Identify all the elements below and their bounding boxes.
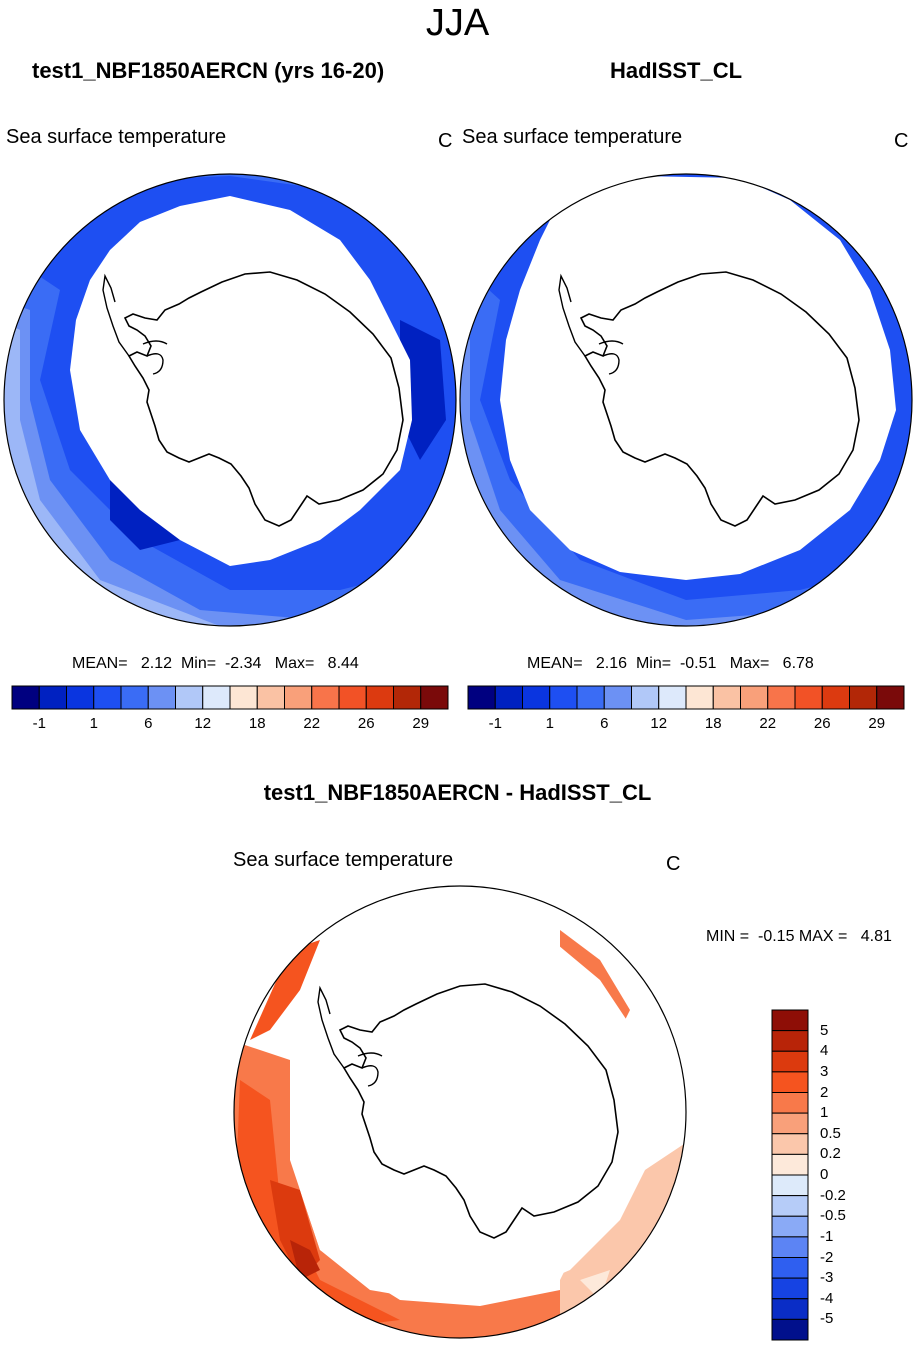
left-colorbar-swatch [365,685,394,710]
left-colorbar-tick-label: 29 [412,715,430,732]
difference-colorbar-tick-label: 5 [820,1021,829,1039]
right-colorbar-swatch [876,685,905,710]
difference-panel-title: test1_NBF1850AERCN - HadISST_CL [263,780,652,805]
left-colorbar-tick-label: 6 [144,715,153,732]
left-colorbar-swatch [256,685,285,710]
left-colorbar-swatch [420,685,449,710]
difference-colorbar-tick-label: -4 [820,1289,834,1307]
left-colorbar-swatch [393,685,422,710]
right-colorbar-tick-label: 22 [759,715,777,732]
difference-colorbar-tick-label: 0 [820,1166,829,1183]
left-colorbar-swatch [38,685,67,710]
right-variable-label: Sea surface temperature [462,126,683,148]
right-colorbar-swatch [767,685,796,710]
right-colorbar-swatch [522,685,551,710]
right-colorbar-tick-label: 26 [813,715,831,732]
difference-colorbar-tick-label: -3 [820,1269,834,1287]
difference-colorbar-tick-label: 4 [820,1042,829,1060]
left-colorbar-swatch [175,685,204,710]
right-colorbar-tick-label: 1 [545,715,554,732]
left-map [3,173,457,627]
difference-colorbar-swatch [771,1153,809,1176]
right-colorbar-swatch [467,685,496,710]
left-colorbar-swatch [229,685,258,710]
difference-colorbar-swatch [771,1277,809,1300]
right-colorbar-swatch [494,685,523,710]
left-colorbar-swatch [311,685,340,710]
right-colorbar-swatch [821,685,850,710]
left-colorbar-swatch [93,685,122,710]
right-colorbar-swatch [849,685,878,710]
left-colorbar-tick-label: -1 [32,715,46,732]
left-colorbar-swatch [147,685,176,710]
difference-colorbar-tick-label: 0.5 [820,1124,841,1142]
difference-colorbar-swatch [771,1112,809,1135]
left-colorbar-swatch [202,685,231,710]
difference-colorbar-tick-label: -0.2 [820,1186,846,1204]
left-colorbar-swatch [284,685,313,710]
right-units-label: C [894,130,909,152]
difference-colorbar-tick-label: -5 [820,1310,834,1328]
left-panel-title: test1_NBF1850AERCN (yrs 16-20) [32,58,385,83]
right-colorbar-swatch [685,685,714,710]
left-colorbar-swatch [120,685,149,710]
left-colorbar [11,685,449,710]
left-colorbar-tick-label: 12 [194,715,212,732]
difference-colorbar-swatch [771,1195,809,1217]
difference-colorbar-swatch [771,1009,809,1032]
difference-colorbar-tick-label: -0.5 [820,1207,846,1225]
right-map [459,173,913,627]
left-colorbar-tick-label: 1 [89,715,98,732]
difference-colorbar-tick-label: 2 [820,1083,829,1101]
difference-colorbar-swatch [771,1050,809,1073]
difference-stats: MIN = -0.15 MAX = 4.81 [706,928,892,945]
right-colorbar-swatch [794,685,823,710]
left-colorbar-swatch [338,685,367,710]
difference-colorbar-tick-label: 0.2 [820,1145,841,1163]
right-colorbar-swatch [712,685,741,710]
right-stats: MEAN= 2.16 Min= -0.51 Max= 6.78 [527,655,814,672]
difference-variable-label: Sea surface temperature [233,849,454,871]
difference-map [233,885,687,1339]
right-colorbar-tick-label: 18 [704,715,722,732]
difference-colorbar-swatch [771,1298,809,1320]
page-title: JJA [425,2,490,44]
difference-colorbar [771,1009,809,1341]
right-colorbar [467,685,905,710]
difference-colorbar-tick-label: 1 [820,1104,829,1122]
right-colorbar-tick-label: 29 [868,715,886,732]
right-colorbar-tick-label: -1 [488,715,502,732]
difference-colorbar-swatch [771,1030,809,1052]
left-colorbar-tick-label: 18 [248,715,266,732]
difference-colorbar-swatch [771,1071,809,1093]
difference-colorbar-tick-label: 3 [820,1062,829,1080]
difference-colorbar-tick-label: -1 [820,1227,834,1245]
left-variable-label: Sea surface temperature [6,126,227,148]
difference-colorbar-swatch [771,1092,809,1114]
difference-colorbar-swatch [771,1236,809,1258]
left-colorbar-tick-label: 26 [357,715,375,732]
left-stats: MEAN= 2.12 Min= -2.34 Max= 8.44 [72,655,359,672]
right-colorbar-swatch [740,685,769,710]
left-units-label: C [438,130,453,152]
left-colorbar-tick-label: 22 [303,715,321,732]
right-panel-title: HadISST_CL [610,58,743,83]
left-colorbar-swatch [11,685,40,710]
left-colorbar-swatch [66,685,95,710]
right-colorbar-swatch [631,685,660,710]
difference-colorbar-swatch [771,1133,809,1155]
difference-colorbar-swatch [771,1215,809,1238]
right-colorbar-swatch [576,685,605,710]
right-colorbar-tick-label: 6 [600,715,609,732]
right-colorbar-swatch [603,685,632,710]
difference-colorbar-swatch [771,1257,809,1279]
right-colorbar-swatch [658,685,687,710]
difference-colorbar-tick-label: -2 [820,1248,834,1266]
difference-units-label: C [666,853,681,875]
right-colorbar-swatch [549,685,578,710]
right-colorbar-tick-label: 12 [650,715,668,732]
difference-colorbar-swatch [771,1318,809,1341]
difference-colorbar-swatch [771,1174,809,1197]
